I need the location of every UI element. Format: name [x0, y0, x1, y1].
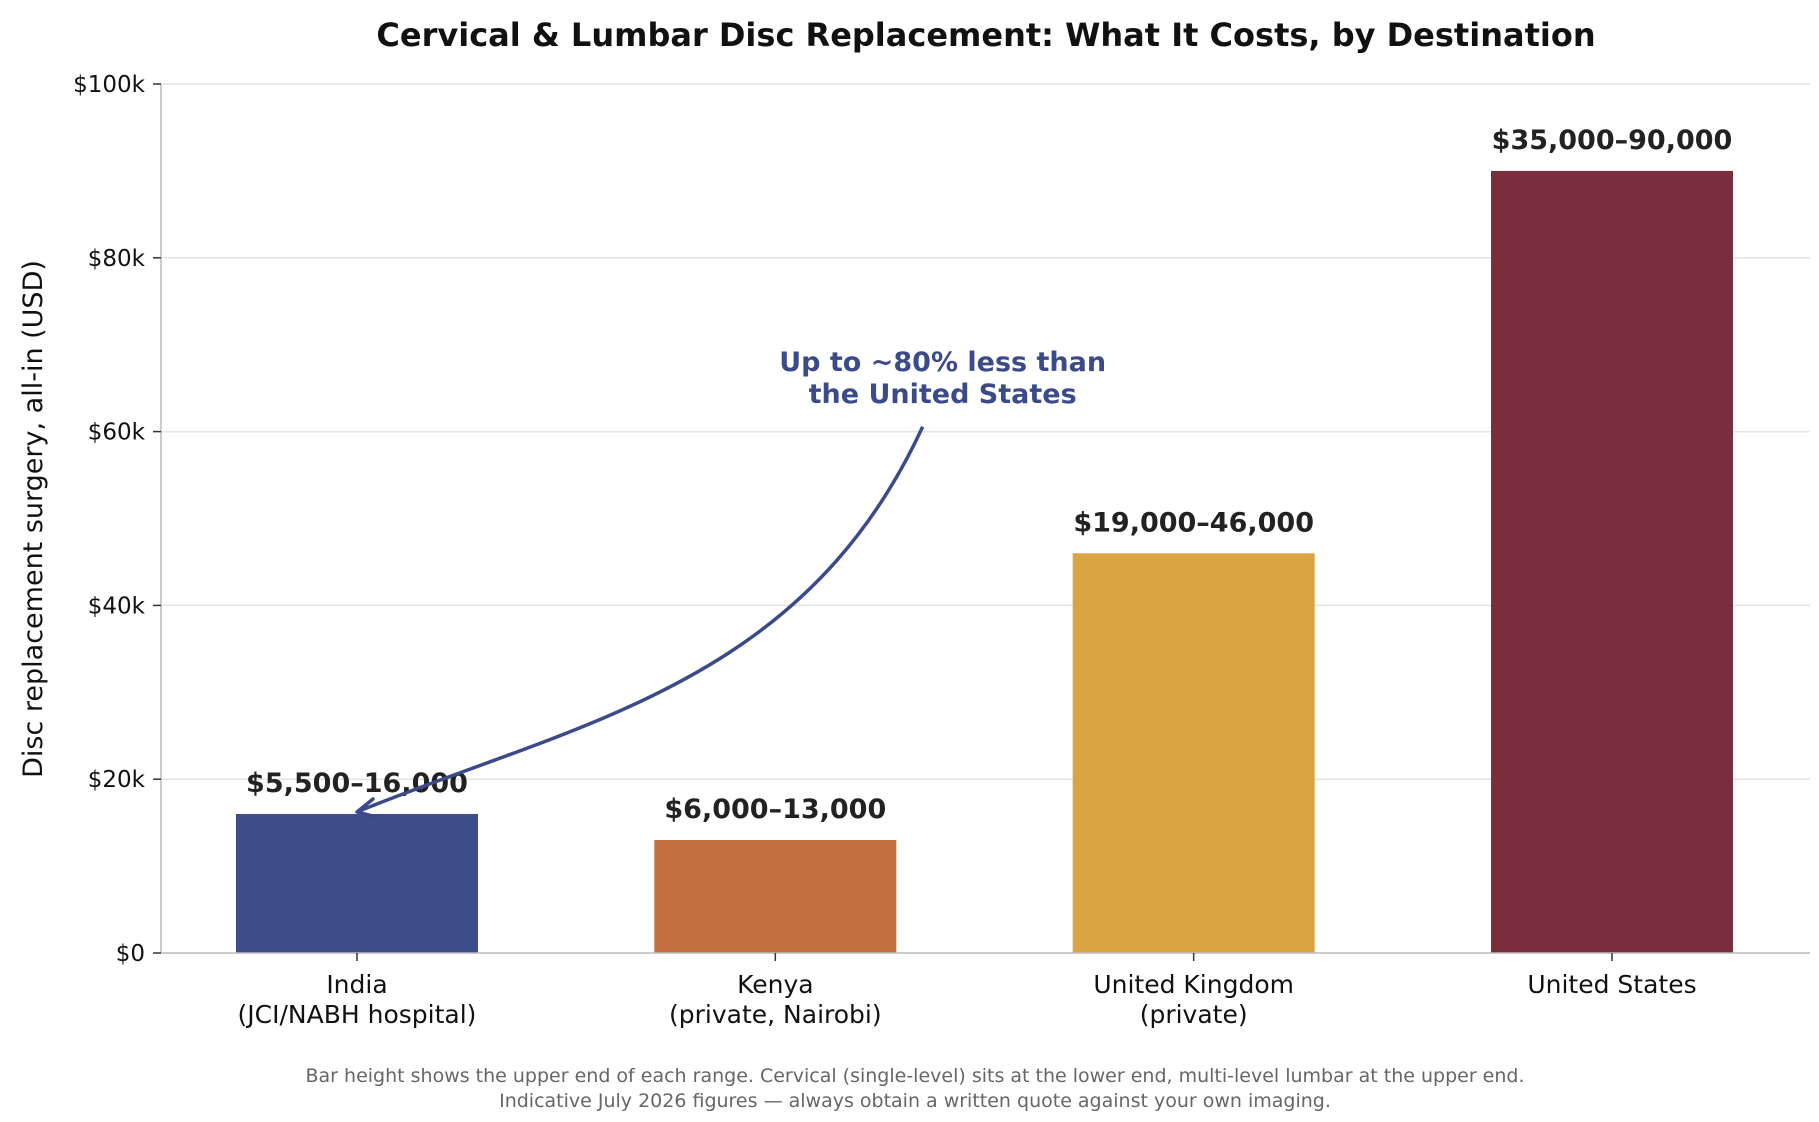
data-labels: $5,500–16,000$6,000–13,000$19,000–46,000…: [246, 125, 1732, 825]
y-tick-label: $80k: [88, 246, 146, 272]
arrow-head-icon: [355, 797, 378, 819]
x-tick-label-line: (private): [1140, 1000, 1248, 1029]
bars: [236, 170, 1733, 953]
bar: [1491, 170, 1733, 953]
x-tick-label: United States: [1527, 970, 1696, 999]
x-tick-label-line: United States: [1527, 970, 1696, 999]
y-tick-label: $20k: [88, 767, 146, 793]
footnote-line: Bar height shows the upper end of each r…: [306, 1065, 1525, 1087]
y-tick-label: $60k: [88, 420, 146, 446]
bar: [236, 813, 478, 953]
x-tick-label-line: (private, Nairobi): [669, 1000, 882, 1029]
annotation: Up to ~80% less than the United States: [355, 347, 1106, 819]
data-label: $6,000–13,000: [664, 794, 886, 825]
bar: [1072, 553, 1315, 953]
x-tick-label-line: Kenya: [737, 970, 814, 999]
x-tick-label: India (JCI/NABH hospital): [238, 970, 477, 1029]
axes: [153, 83, 1810, 961]
data-label: $35,000–90,000: [1492, 125, 1733, 156]
data-label: $19,000–46,000: [1073, 507, 1314, 538]
x-tick-label-line: United Kingdom: [1093, 970, 1294, 999]
chart-title: Cervical & Lumbar Disc Replacement: What…: [376, 16, 1595, 54]
footnote-line: Indicative July 2026 figures — always ob…: [499, 1090, 1331, 1112]
y-tick-label: $0: [116, 941, 145, 967]
y-tick-labels: $0 $20k $40k $60k $80k $100k: [73, 72, 146, 967]
annotation-text: Up to ~80% less than the United States: [779, 347, 1106, 410]
x-tick-label-line: India: [326, 970, 387, 999]
annotation-line: the United States: [809, 379, 1077, 410]
x-tick-labels: India (JCI/NABH hospital) Kenya (private, N…: [238, 970, 1697, 1029]
x-tick-label-line: (JCI/NABH hospital): [238, 1000, 477, 1029]
y-tick-label: $100k: [73, 72, 146, 98]
y-axis-label: Disc replacement surgery, all-in (USD): [18, 260, 49, 778]
annotation-line: Up to ~80% less than: [779, 347, 1106, 378]
annotation-arrow: [356, 426, 925, 814]
x-tick-label: Kenya (private, Nairobi): [669, 970, 882, 1029]
footnote: Bar height shows the upper end of each r…: [306, 1065, 1525, 1112]
bar: [654, 840, 897, 953]
y-tick-label: $40k: [88, 593, 146, 619]
x-tick-label: United Kingdom (private): [1093, 970, 1294, 1029]
